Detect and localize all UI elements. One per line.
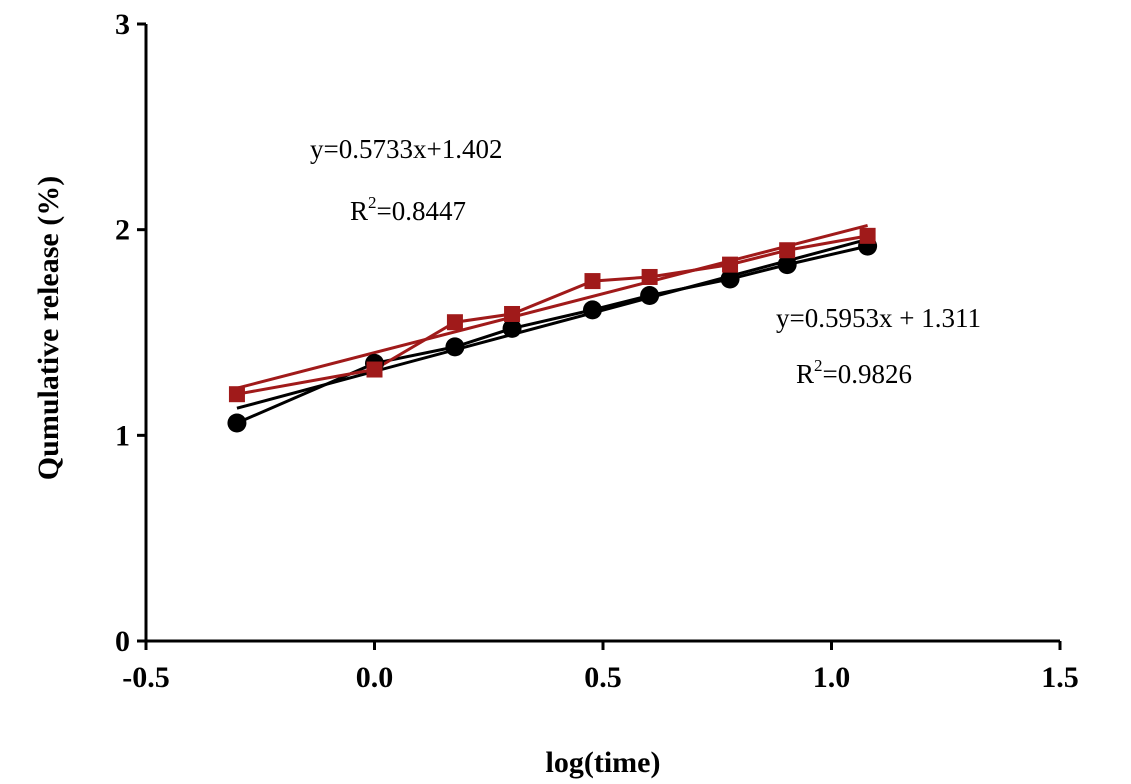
- x-tick-label-3: 1.0: [813, 661, 851, 694]
- x-tick-label-2: 0.5: [584, 661, 622, 694]
- black-r2-value: =0.9826: [823, 359, 912, 389]
- x-axis-title: log(time): [546, 746, 661, 779]
- red-r2-prefix: R: [350, 196, 368, 226]
- y-axis-title: Qumulative release (%): [32, 176, 65, 480]
- red-point-8: [859, 227, 876, 244]
- red-r2-sup: 2: [368, 193, 377, 212]
- fit-lines: [236, 223, 868, 410]
- black-point-7: [777, 255, 797, 275]
- red-fit-line: [236, 223, 868, 390]
- y-tick-label-1: 1: [115, 419, 130, 452]
- y-tick-label-2: 2: [115, 214, 130, 247]
- black-series-line: [236, 244, 868, 425]
- red-point-3: [504, 305, 521, 322]
- ticks: -0.5 0.0 0.5 1.0 1.5 0 1 2 3: [115, 8, 1079, 694]
- red-r2-value: =0.8447: [377, 196, 466, 226]
- red-fit-equation: y=0.5733x+1.402: [310, 134, 502, 164]
- y-tick-label-3: 3: [115, 8, 130, 41]
- red-point-0: [228, 386, 245, 403]
- black-r2-sup: 2: [814, 356, 823, 375]
- x-tick-label-0: -0.5: [122, 661, 170, 694]
- red-series-line: [236, 234, 868, 396]
- red-point-2: [446, 314, 463, 331]
- black-point-3: [502, 318, 522, 338]
- red-point-5: [641, 268, 658, 285]
- red-point-1: [366, 361, 383, 378]
- black-point-6: [720, 269, 740, 289]
- black-fit-line: [236, 237, 868, 410]
- y-tick-label-0: 0: [115, 625, 130, 658]
- red-fit-r2: R2=0.8447: [350, 193, 466, 226]
- black-point-2: [445, 337, 465, 357]
- black-fit-r2: R2=0.9826: [796, 356, 912, 389]
- markers: [227, 227, 878, 433]
- black-fit-equation: y=0.5953x + 1.311: [776, 303, 981, 333]
- x-tick-label-1: 0.0: [356, 661, 394, 694]
- red-point-7: [779, 242, 796, 259]
- red-point-4: [584, 273, 601, 290]
- black-point-4: [582, 300, 602, 320]
- black-point-5: [640, 285, 660, 305]
- black-point-0: [227, 413, 247, 433]
- red-point-6: [722, 256, 739, 273]
- black-r2-prefix: R: [796, 359, 814, 389]
- x-tick-label-4: 1.5: [1041, 661, 1079, 694]
